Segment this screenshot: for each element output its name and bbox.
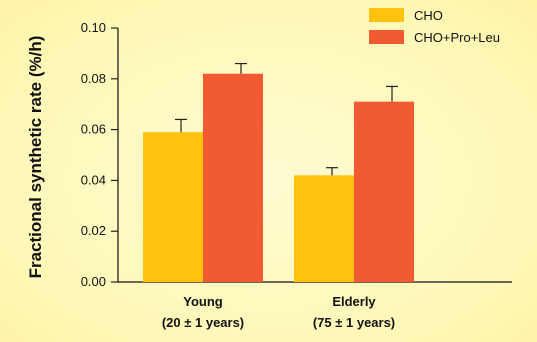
y-tick-label: 0.04 [81,172,106,187]
y-tick-label: 0.06 [81,122,106,137]
x-category-sublabel: (20 ± 1 years) [162,315,244,330]
bar-1-1 [143,132,203,282]
y-tick-label: 0.02 [81,223,106,238]
bar-2-2 [354,101,414,282]
legend-swatch-2 [369,30,404,44]
bar-1-2 [203,73,263,282]
legend-label-2: CHO+Pro+Leu [414,30,500,45]
legend-swatch-1 [369,8,404,22]
y-tick-label: 0.10 [81,20,106,35]
x-category-label: Young [183,294,223,309]
x-category-label: Elderly [332,294,376,309]
y-tick-label: 0.08 [81,71,106,86]
x-category-sublabel: (75 ± 1 years) [313,315,395,330]
y-tick-label: 0.00 [81,274,106,289]
bar-2-1 [294,175,354,282]
y-axis-title: Fractional synthetic rate (%/h) [26,36,45,279]
legend-label-1: CHO [414,8,443,23]
